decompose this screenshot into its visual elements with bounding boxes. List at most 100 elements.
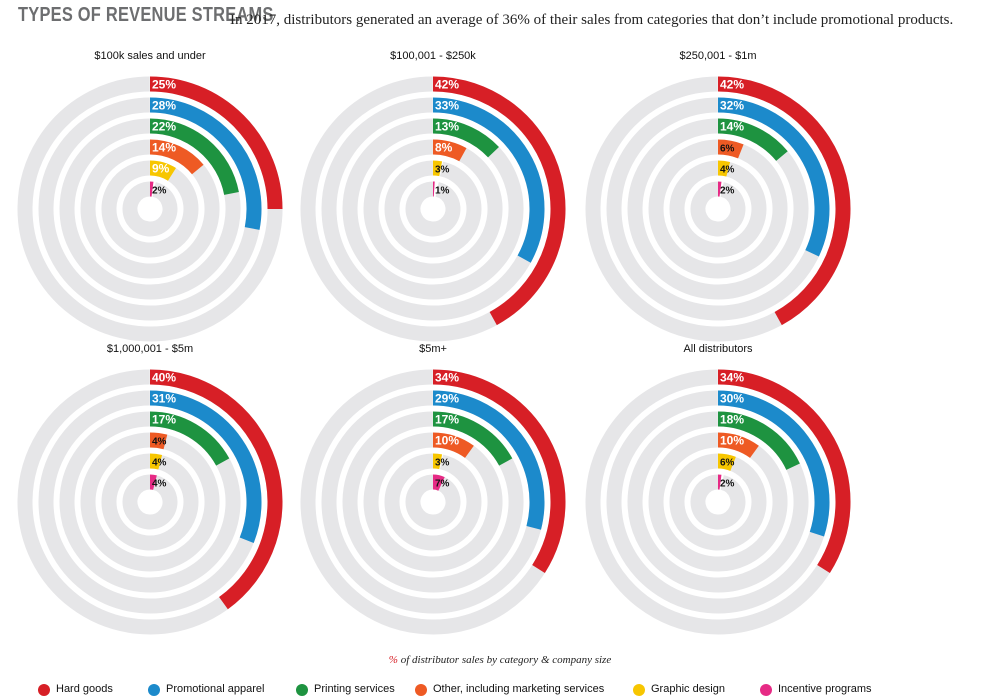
ring-bar-promotional-apparel: [717, 390, 830, 537]
ring-bar-promotional-apparel: [149, 97, 262, 230]
ring-bar-promotional-apparel: [432, 97, 545, 263]
radial-chart: 42% 32% 14% 6% 4% 2%: [585, 76, 851, 342]
value-label-promotional-apparel: 28%: [152, 99, 176, 113]
value-label-graphic-design: 3%: [435, 165, 450, 176]
chart-panel-100k-and-under: $100k sales and under 25% 28% 22% 14% 9% 2%: [5, 50, 305, 390]
ring-track-other-including-marketing-services: [80, 432, 220, 572]
ring-bar-other-including-marketing-services: [432, 432, 474, 459]
page-subtitle: In 2017, distributors generated an avera…: [230, 12, 954, 28]
page-title: TYPES OF REVENUE STREAMS: [18, 4, 274, 26]
ring-bar-printing-services: [717, 411, 800, 471]
value-label-other-including-marketing-services: 10%: [435, 434, 459, 448]
ring-bar-graphic-design: [149, 453, 163, 470]
value-label-printing-services: 17%: [152, 413, 176, 427]
chart-panel-all-distributors: All distributors 34% 30% 18% 10% 6% 2%: [573, 343, 873, 683]
ring-bar-printing-services: [432, 411, 513, 466]
ring-bar-hard-goods: [149, 76, 283, 210]
ring-track-incentive-programs: [690, 474, 746, 530]
ring-bar-hard-goods: [149, 369, 283, 610]
legend-label: Graphic design: [651, 683, 725, 695]
value-label-other-including-marketing-services: 10%: [720, 434, 744, 448]
ring-bar-hard-goods: [717, 369, 851, 573]
caption-text: of distributor sales by category & compa…: [397, 654, 612, 666]
ring-bar-printing-services: [149, 411, 230, 466]
value-label-printing-services: 14%: [720, 120, 744, 134]
value-label-promotional-apparel: 33%: [435, 99, 459, 113]
ring-track-printing-services: [342, 118, 524, 300]
value-label-printing-services: 22%: [152, 120, 176, 134]
value-label-incentive-programs: 2%: [720, 186, 735, 197]
ring-track-incentive-programs: [405, 181, 461, 237]
ring-track-other-including-marketing-services: [363, 139, 503, 279]
ring-track-other-including-marketing-services: [363, 432, 503, 572]
chart-title: All distributors: [683, 343, 753, 355]
ring-track-other-including-marketing-services: [648, 139, 788, 279]
ring-bar-other-including-marketing-services: [149, 432, 168, 450]
value-label-printing-services: 17%: [435, 413, 459, 427]
ring-bar-graphic-design: [432, 160, 443, 177]
value-label-incentive-programs: 2%: [152, 186, 167, 197]
value-label-incentive-programs: 2%: [720, 479, 735, 490]
ring-track-incentive-programs: [690, 181, 746, 237]
ring-bar-printing-services: [432, 118, 499, 158]
value-label-hard-goods: 40%: [152, 371, 176, 385]
legend-swatch: [633, 684, 645, 696]
ring-bar-incentive-programs: [432, 474, 445, 491]
legend-label: Printing services: [314, 683, 395, 695]
value-label-hard-goods: 34%: [435, 371, 459, 385]
caption-percent-symbol: %: [388, 654, 398, 666]
ring-bar-promotional-apparel: [149, 390, 262, 544]
chart-title: $100k sales and under: [94, 50, 206, 62]
value-label-promotional-apparel: 29%: [435, 392, 459, 406]
ring-track-other-including-marketing-services: [648, 432, 788, 572]
chart-panel-100001-250k: $100,001 - $250k 42% 33% 13% 8% 3% 1%: [288, 50, 588, 390]
ring-bar-other-including-marketing-services: [717, 139, 744, 159]
value-label-printing-services: 18%: [720, 413, 744, 427]
value-label-graphic-design: 6%: [720, 458, 735, 469]
legend-label: Other, including marketing services: [433, 683, 605, 695]
chart-caption: % of distributor sales by category & com…: [0, 654, 1000, 666]
value-label-printing-services: 13%: [435, 120, 459, 134]
value-label-hard-goods: 42%: [720, 78, 744, 92]
ring-bar-promotional-apparel: [717, 97, 830, 257]
ring-track-incentive-programs: [405, 474, 461, 530]
ring-bar-graphic-design: [432, 453, 443, 470]
radial-chart: 34% 30% 18% 10% 6% 2%: [585, 369, 851, 635]
value-label-incentive-programs: 7%: [435, 479, 450, 490]
ring-bar-printing-services: [149, 118, 239, 196]
value-label-promotional-apparel: 31%: [152, 392, 176, 406]
legend-swatch: [38, 684, 50, 696]
value-label-other-including-marketing-services: 4%: [152, 437, 167, 448]
chart-panel-250001-1m: $250,001 - $1m 42% 32% 14% 6% 4% 2%: [573, 50, 873, 390]
radial-chart: 34% 29% 17% 10% 3% 7%: [300, 369, 566, 635]
ring-bar-other-including-marketing-services: [717, 432, 759, 459]
ring-track-graphic-design: [384, 453, 482, 551]
value-label-promotional-apparel: 32%: [720, 99, 744, 113]
ring-track-printing-services: [59, 411, 241, 593]
chart-title: $1,000,001 - $5m: [106, 343, 194, 355]
value-label-hard-goods: 42%: [435, 78, 459, 92]
value-label-incentive-programs: 4%: [152, 479, 167, 490]
ring-track-other-including-marketing-services: [80, 139, 220, 279]
ring-track-graphic-design: [384, 160, 482, 258]
ring-track-incentive-programs: [122, 181, 178, 237]
value-label-graphic-design: 3%: [435, 458, 450, 469]
ring-track-printing-services: [627, 118, 809, 300]
radial-chart: 25% 28% 22% 14% 9% 2%: [17, 76, 283, 342]
ring-track-graphic-design: [669, 453, 767, 551]
value-label-other-including-marketing-services: 8%: [435, 141, 453, 155]
ring-bar-other-including-marketing-services: [149, 139, 204, 175]
ring-track-printing-services: [627, 411, 809, 593]
legend: Hard goods Promotional apparel Printing …: [38, 682, 998, 700]
ring-bar-other-including-marketing-services: [432, 139, 467, 162]
value-label-graphic-design: 9%: [152, 162, 170, 176]
ring-track-graphic-design: [101, 160, 199, 258]
value-label-graphic-design: 4%: [152, 458, 167, 469]
ring-track-graphic-design: [669, 160, 767, 258]
legend-label: Hard goods: [56, 683, 113, 695]
radial-chart: 40% 31% 17% 4% 4% 4%: [17, 369, 283, 635]
chart-title: $250,001 - $1m: [679, 50, 757, 62]
value-label-graphic-design: 4%: [720, 165, 735, 176]
ring-bar-graphic-design: [149, 160, 176, 181]
ring-bar-hard-goods: [717, 76, 851, 326]
